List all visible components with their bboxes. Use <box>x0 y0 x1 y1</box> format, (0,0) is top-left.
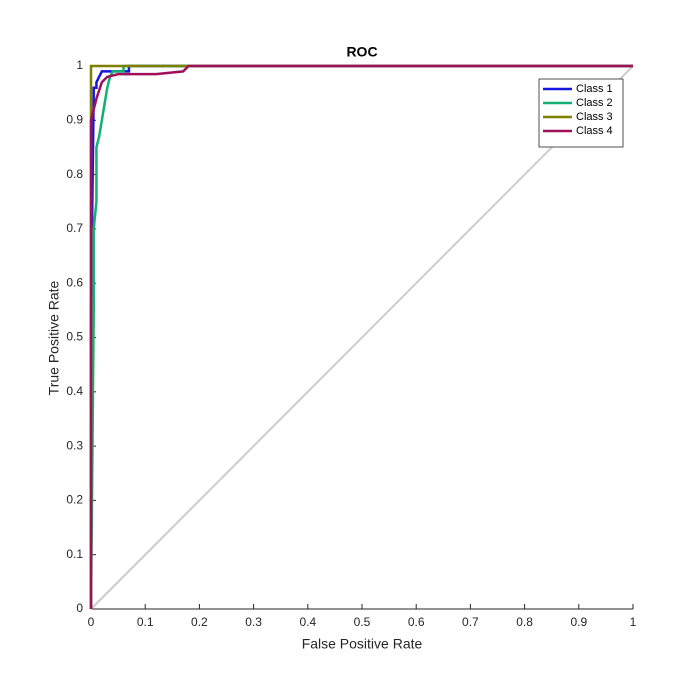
x-tick-label: 0.2 <box>191 615 208 629</box>
x-axis-label: False Positive Rate <box>302 636 423 652</box>
y-tick-label: 0.2 <box>66 493 83 507</box>
y-axis-label: True Positive Rate <box>46 280 62 395</box>
x-tick-label: 0.8 <box>516 615 533 629</box>
x-tick-label: 0.9 <box>570 615 587 629</box>
y-tick-label: 0.3 <box>66 438 83 452</box>
x-tick-label: 1 <box>630 615 637 629</box>
legend-label: Class 1 <box>576 83 613 95</box>
roc-curve <box>89 64 633 610</box>
x-tick-label: 0 <box>88 615 95 629</box>
x-tick-label: 0.4 <box>299 615 316 629</box>
legend: Class 1 Class 2 Class 3 Class 4 <box>538 78 624 148</box>
legend-label: Class 4 <box>576 125 613 137</box>
x-tick-label: 0.7 <box>462 615 479 629</box>
chart-title: ROC <box>346 44 377 60</box>
y-tick-label: 0.6 <box>66 275 83 289</box>
legend-label: Class 2 <box>576 97 613 109</box>
reference-line <box>90 65 634 610</box>
roc-curve <box>89 64 633 609</box>
y-tick-label: 0.5 <box>66 330 83 344</box>
x-tick-label: 0.1 <box>137 615 154 629</box>
y-tick-label: 0.9 <box>66 112 83 126</box>
legend-box <box>538 78 624 148</box>
legend-label: Class 3 <box>576 111 613 123</box>
y-tick-label: 0 <box>76 601 83 615</box>
x-tick-label: 0.6 <box>408 615 425 629</box>
x-tick-label: 0.5 <box>354 615 371 629</box>
y-tick-label: 0.8 <box>66 167 83 181</box>
x-tick-label: 0.3 <box>245 615 262 629</box>
roc-curve <box>89 64 633 609</box>
y-tick-label: 0.1 <box>66 547 83 561</box>
y-tick-label: 1 <box>76 58 83 72</box>
y-tick-label: 0.4 <box>66 384 83 398</box>
y-tick-label: 0.7 <box>66 221 83 235</box>
